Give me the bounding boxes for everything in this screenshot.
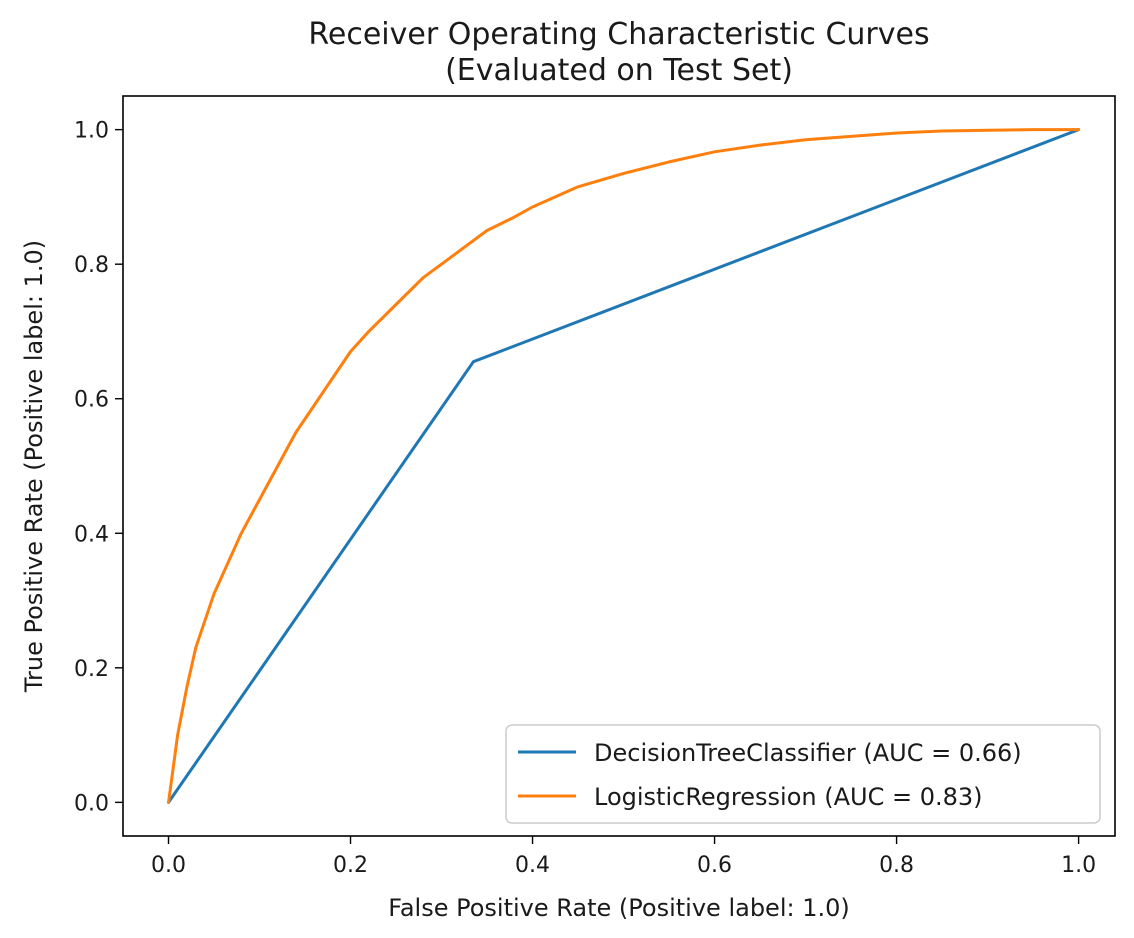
y-axis-label: True Positive Rate (Positive label: 1.0) [20,240,48,693]
y-axis: 0.0 0.2 0.4 0.6 0.8 1.0 [74,119,123,816]
x-axis-label: False Positive Rate (Positive label: 1.0… [388,894,849,922]
series-line-1 [167,128,1081,804]
y-tick-label: 0.4 [74,522,109,547]
series-lines [167,128,1081,804]
x-tick-label: 0.6 [697,853,732,878]
x-tick-label: 1.0 [1061,853,1096,878]
y-tick-label: 0.0 [74,791,109,816]
legend-entry-2: LogisticRegression (AUC = 0.83) [594,783,983,811]
x-tick-label: 0.8 [879,853,914,878]
x-tick-label: 0.0 [151,853,186,878]
y-tick-label: 0.8 [74,253,109,278]
legend-box [505,724,1101,824]
x-tick-label: 0.4 [515,853,550,878]
series-line-2 [167,128,1081,804]
y-tick-label: 1.0 [74,119,109,144]
legend: DecisionTreeClassifier (AUC = 0.66) Logis… [505,724,1101,824]
x-axis: 0.0 0.2 0.4 0.6 0.8 1.0 [151,836,1096,878]
chart-title: Receiver Operating Characteristic Curves [308,17,929,52]
y-tick-label: 0.2 [74,657,109,682]
y-tick-label: 0.6 [74,388,109,413]
plot-area [122,95,1116,837]
legend-entry-1: DecisionTreeClassifier (AUC = 0.66) [594,739,1022,767]
x-tick-label: 0.2 [333,853,368,878]
chart-subtitle: (Evaluated on Test Set) [445,53,793,88]
